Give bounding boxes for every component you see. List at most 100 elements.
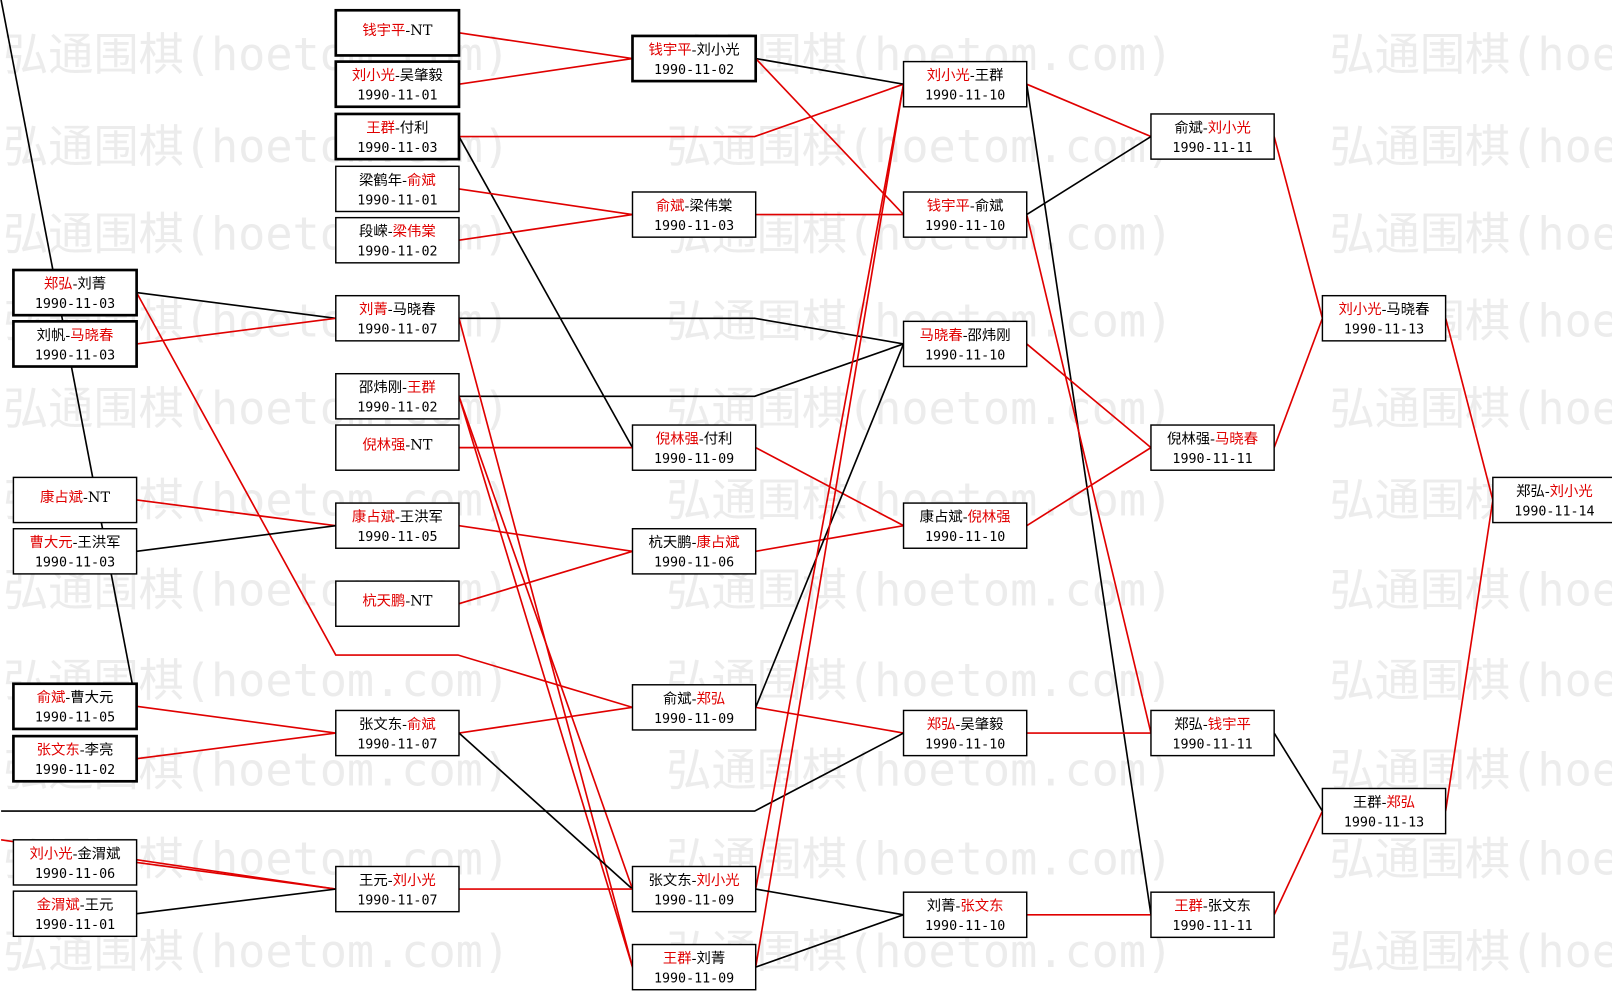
player-name: 王群 (975, 67, 1004, 84)
separator: - (692, 535, 697, 551)
player-name: 王洪军 (400, 509, 443, 526)
player-name: 段嵘 (359, 223, 388, 240)
match-players: 梁鹤年-俞斌 (359, 171, 436, 189)
box-frame (631, 528, 757, 575)
match-players: 刘菁-张文东 (927, 898, 1004, 915)
match-date: 1990-11-11 (1172, 141, 1252, 156)
separator: - (402, 717, 407, 733)
player-name: 吴肇毅 (960, 716, 1003, 733)
match-date: 1990-11-09 (654, 972, 734, 987)
player-name: 王群 (1174, 898, 1203, 915)
match-players: 刘小光-吴肇毅 (352, 67, 443, 84)
separator: - (405, 438, 410, 454)
player-name: 康占斌 (40, 489, 83, 506)
match-date: 1990-11-03 (654, 219, 734, 234)
player-name: 康占斌 (697, 534, 740, 551)
box-frame (335, 294, 460, 342)
match-box: 刘小光-王群 1990-11-10 (902, 60, 1028, 108)
connector (136, 888, 336, 915)
box-frame (334, 8, 461, 57)
watermark: 弘通围棋(hoetom.com) (1330, 28, 1612, 81)
match-players: 倪林强-付利 (656, 431, 733, 448)
match-box: 王群-张文东 1990-11-11 (1150, 891, 1275, 939)
separator: - (388, 302, 393, 318)
separator: - (65, 690, 70, 706)
match-players: 邵炜刚-王群 (359, 379, 436, 396)
separator: - (402, 173, 407, 189)
separator: - (83, 490, 88, 506)
match-date: 1990-11-05 (357, 530, 437, 545)
match-box: 钱宇平-刘小光 1990-11-02 (631, 34, 758, 83)
match-date: 1990-11-10 (925, 348, 1005, 363)
box-frame (1321, 787, 1447, 835)
match-box: 曹大元-王洪军 1990-11-03 (12, 528, 138, 575)
player-name: 钱宇平 (1208, 716, 1251, 733)
player-name: 刘帆 (37, 327, 66, 344)
match-date: 1990-11-02 (35, 763, 115, 778)
match-date: 1990-11-10 (925, 530, 1005, 545)
connector (1273, 317, 1324, 448)
player-name: 俞斌 (663, 689, 692, 707)
player-name: 郑弘 (927, 716, 956, 733)
match-date: 1990-11-13 (1344, 815, 1424, 830)
separator: - (692, 42, 697, 58)
box-frame (902, 709, 1028, 757)
box-frame (631, 865, 757, 913)
match-players: 俞斌-刘小光 (1174, 118, 1251, 136)
box-frame (631, 191, 757, 238)
match-players: 俞斌-郑弘 (663, 689, 725, 707)
box-frame (631, 943, 757, 991)
match-date: 1990-11-09 (654, 712, 734, 727)
connector (458, 550, 633, 605)
player-name: 刘菁 (927, 898, 956, 915)
connector (1273, 732, 1324, 812)
connector (458, 317, 904, 345)
player-name: 王元 (359, 873, 388, 889)
connector (1444, 499, 1494, 812)
player-name: 钱宇平 (927, 197, 970, 214)
separator: - (692, 873, 697, 889)
separator: - (1545, 484, 1550, 500)
match-players: 王群-张文东 (1174, 898, 1251, 915)
match-players: 段嵘-梁伟棠 (359, 223, 436, 240)
match-date: 1990-11-03 (35, 297, 115, 312)
match-players: 郑弘-钱宇平 (1174, 716, 1251, 733)
connector (1444, 318, 1494, 501)
match-box: 俞斌-郑弘 1990-11-09 (631, 684, 757, 731)
match-box: 金渭斌-王元 1990-11-01 (12, 890, 138, 938)
separator: - (956, 899, 961, 915)
match-box: 康占斌-王洪军 1990-11-05 (335, 502, 460, 549)
player-name: 俞斌 (1174, 118, 1203, 136)
match-box: 杭天鹏-NT (335, 580, 460, 627)
player-name: 俞斌 (975, 196, 1004, 214)
player-name: 马晓春 (920, 327, 963, 344)
player-name: 付利 (704, 431, 733, 448)
match-players: 曹大元-王洪军 (29, 534, 120, 551)
connector (458, 188, 633, 216)
player-name: 刘小光 (697, 872, 740, 889)
player-name: 俞斌 (656, 196, 685, 214)
connector (754, 84, 905, 890)
box-frame (12, 839, 138, 886)
player-name: 倪林强 (968, 509, 1011, 526)
match-date: 1990-11-10 (925, 89, 1005, 104)
box-frame (335, 372, 460, 420)
player-name: 杭天鹏 (649, 534, 692, 551)
connector (458, 396, 634, 890)
match-box: 段嵘-梁伟棠 1990-11-02 (335, 216, 460, 264)
player-name: NT (410, 23, 433, 39)
match-box: 俞斌-曹大元 1990-11-05 (12, 682, 138, 731)
match-players: 王群-刘菁 (663, 950, 725, 967)
box-frame (12, 682, 138, 731)
match-players: 郑弘-吴肇毅 (927, 716, 1004, 733)
match-date: 1990-11-03 (357, 141, 437, 156)
match-players: 康占斌-王洪军 (352, 509, 443, 526)
match-box: 康占斌-倪林强 1990-11-10 (902, 502, 1028, 549)
match-box: 梁鹤年-俞斌 1990-11-01 (335, 165, 460, 213)
match-box: 钱宇平-俞斌 1990-11-10 (902, 191, 1028, 238)
match-players: 俞斌-曹大元 (37, 688, 114, 706)
connector (754, 84, 905, 968)
player-name: 李亮 (85, 742, 114, 759)
player-name: 马晓春 (393, 301, 436, 318)
separator: - (388, 873, 393, 889)
